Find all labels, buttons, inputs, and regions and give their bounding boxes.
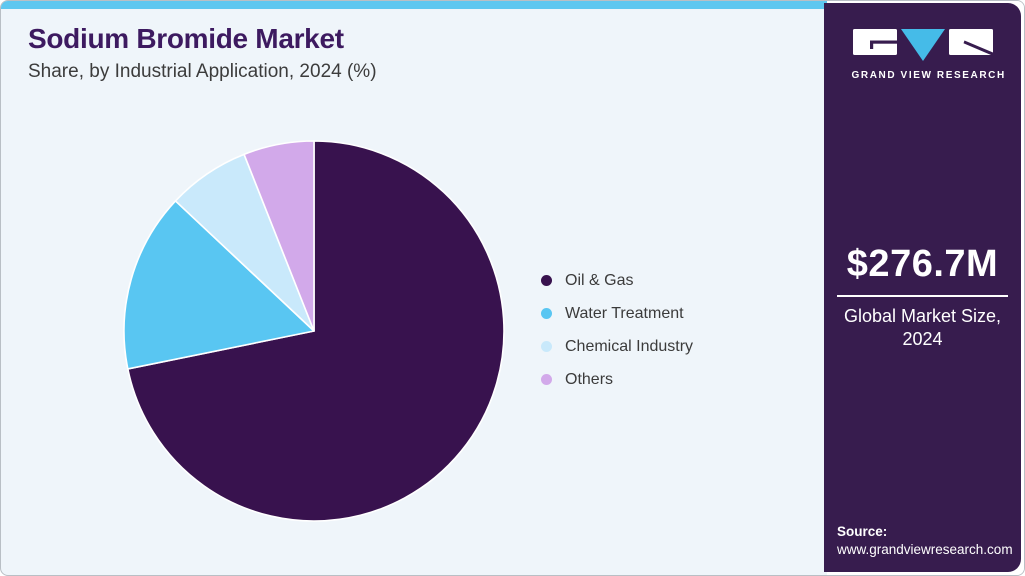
page-subtitle: Share, by Industrial Application, 2024 (…: [28, 61, 377, 82]
market-size-label-line2: 2024: [902, 328, 943, 349]
logo-v-triangle: [900, 29, 945, 61]
source-label: Source:: [837, 524, 888, 539]
legend-swatch: [541, 275, 552, 286]
brand-name: GRAND VIEW RESEARCH: [851, 70, 1006, 81]
legend-swatch: [541, 308, 552, 319]
gvr-logo: GRAND VIEW RESEARCH: [851, 29, 1006, 81]
legend-item-chemical-industry: Chemical Industry: [541, 330, 693, 363]
market-size-value: $276.7M: [846, 243, 999, 285]
market-size-label-line1: Global Market Size,: [843, 306, 1002, 326]
pie-chart-svg: [123, 140, 505, 522]
source-url: www.grandviewresearch.com: [837, 542, 1013, 557]
brand-panel: GRAND VIEW RESEARCH $276.7M Global Marke…: [824, 3, 1021, 572]
pie-slice-water-treatment: [123, 200, 315, 370]
logo-g-notch: [869, 40, 897, 44]
legend-label: Water Treatment: [565, 304, 684, 322]
top-accent-bar: [1, 1, 827, 9]
market-size-label: Global Market Size, 2024: [835, 305, 1010, 350]
legend-label: Chemical Industry: [565, 337, 694, 355]
market-size-block: $276.7M Global Market Size, 2024: [824, 243, 1021, 350]
source-block: Source: www.grandviewresearch.com: [837, 524, 1013, 557]
legend-item-water-treatment: Water Treatment: [541, 297, 693, 330]
logo-r-leg: [963, 40, 993, 55]
market-size-divider: [837, 295, 1008, 297]
page-title: Sodium Bromide Market: [28, 23, 344, 54]
pie-slice-oil-gas: [127, 140, 505, 522]
gvr-logo-mark: [852, 29, 993, 61]
legend-label: Others: [565, 370, 614, 388]
pie-slice-others: [243, 140, 315, 332]
header: Sodium Bromide Market Share, by Industri…: [28, 23, 377, 83]
pie-chart: [114, 131, 514, 531]
legend-item-oil-gas: Oil & Gas: [541, 264, 693, 297]
logo-g-tick: [869, 40, 873, 49]
legend-item-others: Others: [541, 363, 693, 396]
legend: Oil & Gas Water Treatment Chemical Industr…: [541, 264, 693, 396]
legend-swatch: [541, 341, 552, 352]
legend-swatch: [541, 374, 552, 385]
legend-label: Oil & Gas: [565, 271, 634, 289]
